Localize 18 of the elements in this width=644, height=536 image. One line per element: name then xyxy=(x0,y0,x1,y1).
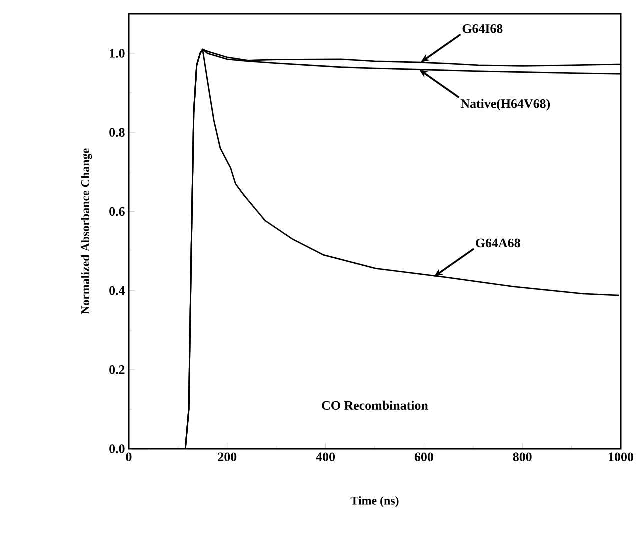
x-tick-label: 1000 xyxy=(609,452,634,462)
annotation: Native(H64V68) xyxy=(460,99,550,111)
y-tick-label: 0.4 xyxy=(110,286,126,296)
x-tick-label: 0 xyxy=(126,452,132,462)
y-axis-title: Normalized Absorbance Change xyxy=(81,148,92,314)
annotation: G64I68 xyxy=(462,24,503,34)
annotation: CO Recombination xyxy=(322,400,428,410)
annotation: G64A68 xyxy=(476,238,520,248)
x-axis-title: Time (ns) xyxy=(350,496,399,508)
y-tick-label: 1.0 xyxy=(110,49,125,58)
x-tick-label: 200 xyxy=(218,452,237,462)
y-tick-label: 0.0 xyxy=(110,444,125,454)
y-tick-label: 0.2 xyxy=(110,366,125,374)
x-tick-label: 600 xyxy=(414,452,434,462)
y-tick-label: 0.6 xyxy=(110,207,125,216)
x-tick-label: 800 xyxy=(513,452,532,462)
x-tick-label: 400 xyxy=(316,452,336,462)
y-tick-label: 0.8 xyxy=(110,128,125,138)
